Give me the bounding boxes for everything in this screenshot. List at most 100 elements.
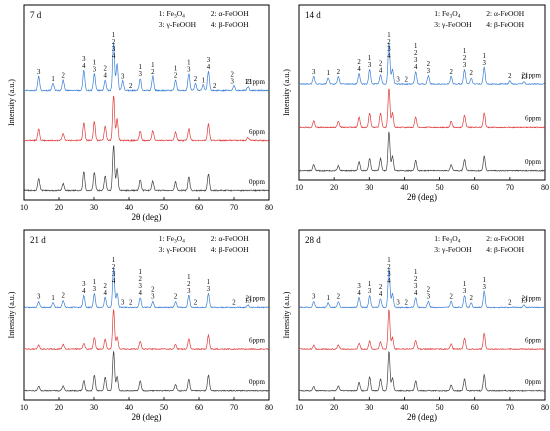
peak-annotation: 2 [194, 76, 198, 83]
x-tick-label: 60 [195, 403, 203, 412]
peak-annotation: 13 [245, 297, 252, 304]
x-tick-label: 80 [265, 403, 273, 412]
peak-annotation: 3 [396, 76, 400, 83]
peak-annotation: 2 [129, 83, 133, 90]
peak-annotation: 2 [194, 300, 198, 307]
peak-annotation: 1 [201, 77, 204, 84]
peak-annotation: 2 [469, 70, 473, 77]
series-label: 21ppm [522, 71, 542, 79]
peak-annotation: 13 [521, 297, 528, 304]
peak-annotation: 2 [449, 69, 453, 76]
panel-4: 10 20 30 40 50 60 70 80 2θ (deg) Intensity (a.u.)… [282, 229, 549, 422]
peak-annotation: 2 [61, 73, 65, 80]
x-tick-label: 50 [160, 403, 168, 412]
x-tick-label: 20 [55, 403, 63, 412]
peak-annotation: 2 [61, 293, 65, 300]
peak-annotation: 1 [51, 76, 54, 83]
panel-2: 10 20 30 40 50 60 70 80 2θ (deg) Intensity (a.u.)… [282, 4, 549, 202]
peak-annotation: 3 [312, 69, 316, 76]
xrd-pattern-21ppm [23, 43, 269, 92]
x-tick-label: 70 [230, 203, 238, 212]
peak-annotation: 1 [51, 295, 54, 302]
x-tick-label: 10 [295, 403, 303, 412]
legend-entry: 2: α-FeOOH [211, 234, 249, 243]
legend-entry: 3: γ-FeOOH [434, 20, 472, 29]
peak-annotation: 2 [129, 300, 133, 307]
peak-annotation: 1 [326, 70, 329, 77]
panel-3: 10 20 30 40 50 60 70 80 2θ (deg) Intensity (a.u.)… [7, 229, 273, 422]
x-tick-label: 20 [330, 403, 338, 412]
xrd-pattern-6ppm [298, 88, 546, 129]
panel-title: 21 d [30, 235, 46, 245]
y-axis-label: Intensity (a.u.) [282, 69, 291, 116]
peak-annotation: 1 [326, 295, 329, 302]
panel-title: 28 d [305, 235, 321, 245]
peak-annotation: 13 [245, 79, 252, 86]
y-axis-label: Intensity (a.u.) [7, 79, 16, 126]
legend-entry: 2: α-FeOOH [211, 9, 249, 18]
panel-title: 14 d [305, 10, 321, 20]
xrd-pattern-21ppm [298, 268, 546, 309]
series-label: 0ppm [525, 378, 542, 386]
xrd-pattern-21ppm [23, 267, 270, 309]
plot-frame [23, 229, 270, 401]
x-tick-label: 50 [436, 403, 444, 412]
peak-annotation: 2 [213, 83, 217, 90]
legend-entry: 2: α-FeOOH [486, 9, 524, 18]
xrd-pattern-0ppm [23, 145, 270, 192]
x-tick-label: 30 [90, 203, 98, 212]
panel-1: 10 20 30 40 50 60 70 80 2θ (deg) Intensity (a.u.)… [7, 4, 273, 222]
x-tick-label: 30 [365, 183, 373, 192]
x-tick-label: 50 [436, 183, 444, 192]
peak-annotation: 2 [174, 294, 178, 301]
x-tick-label: 70 [230, 403, 238, 412]
peak-annotation: 13 [521, 74, 528, 81]
peak-annotation: 2 [337, 69, 341, 76]
plot-frame [23, 4, 270, 201]
x-axis-label: 2θ (deg) [131, 212, 161, 222]
y-axis-label: Intensity (a.u.) [7, 291, 16, 338]
xrd-pattern-6ppm [298, 309, 546, 351]
legend-entry: 3: γ-FeOOH [159, 245, 197, 254]
legend-entry: 1: Fe3O4 [159, 234, 185, 245]
series-label: 6ppm [525, 115, 542, 123]
xrd-pattern-21ppm [298, 43, 546, 86]
peak-annotation: 2 [337, 294, 341, 301]
x-tick-label: 40 [400, 403, 408, 412]
x-tick-label: 50 [160, 203, 168, 212]
x-tick-label: 60 [471, 183, 479, 192]
xrd-pattern-0ppm [23, 350, 270, 393]
peak-annotation: 2 [404, 76, 408, 83]
peak-annotation: 2 [508, 300, 512, 307]
legend-entry: 4: β-FeOOH [211, 245, 249, 254]
legend-entry: 3: γ-FeOOH [434, 245, 472, 254]
series-label: 6ppm [249, 128, 266, 136]
x-tick-label: 10 [295, 183, 303, 192]
x-tick-label: 40 [125, 403, 133, 412]
xrd-pattern-0ppm [298, 131, 546, 172]
x-tick-label: 30 [365, 403, 373, 412]
x-tick-label: 70 [506, 403, 514, 412]
